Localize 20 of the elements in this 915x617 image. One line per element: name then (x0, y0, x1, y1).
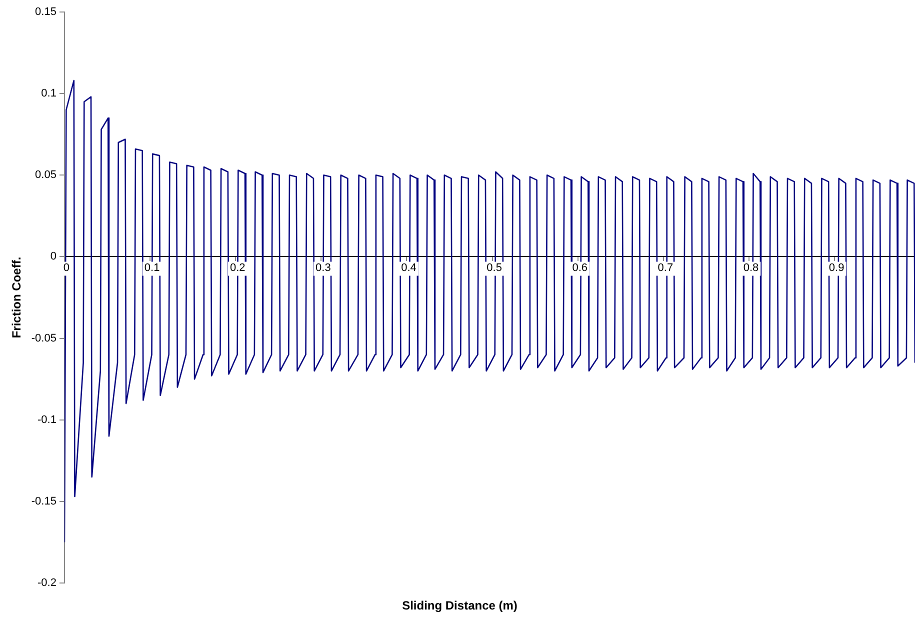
y-tick-label: 0.15 (35, 6, 56, 18)
x-tick-label: 0.3 (316, 262, 331, 274)
y-tick-label: -0.2 (38, 577, 56, 590)
x-tick-label: 0.4 (401, 262, 416, 274)
x-tick-label: 0 (63, 262, 70, 274)
x-tick-label: 0.2 (230, 262, 246, 274)
x-tick-label: 0.5 (486, 262, 502, 274)
y-tick-label: 0.05 (35, 169, 56, 182)
y-tick-label: -0.1 (38, 414, 56, 426)
y-axis-title: Friction Coeff. (10, 256, 24, 338)
y-tick-label: 0 (50, 250, 56, 263)
x-axis-title: Sliding Distance (m) (402, 598, 518, 612)
x-tick-label: 0.1 (144, 262, 160, 274)
y-tick-label: -0.15 (31, 495, 56, 508)
y-tick-label: 0.1 (41, 88, 56, 100)
x-tick-label: 0.8 (743, 262, 759, 274)
x-tick-label: 0.6 (572, 262, 588, 274)
y-tick-label: -0.05 (31, 332, 56, 344)
x-tick-label: 0.7 (658, 262, 674, 274)
x-tick-label: 0.9 (828, 262, 844, 274)
